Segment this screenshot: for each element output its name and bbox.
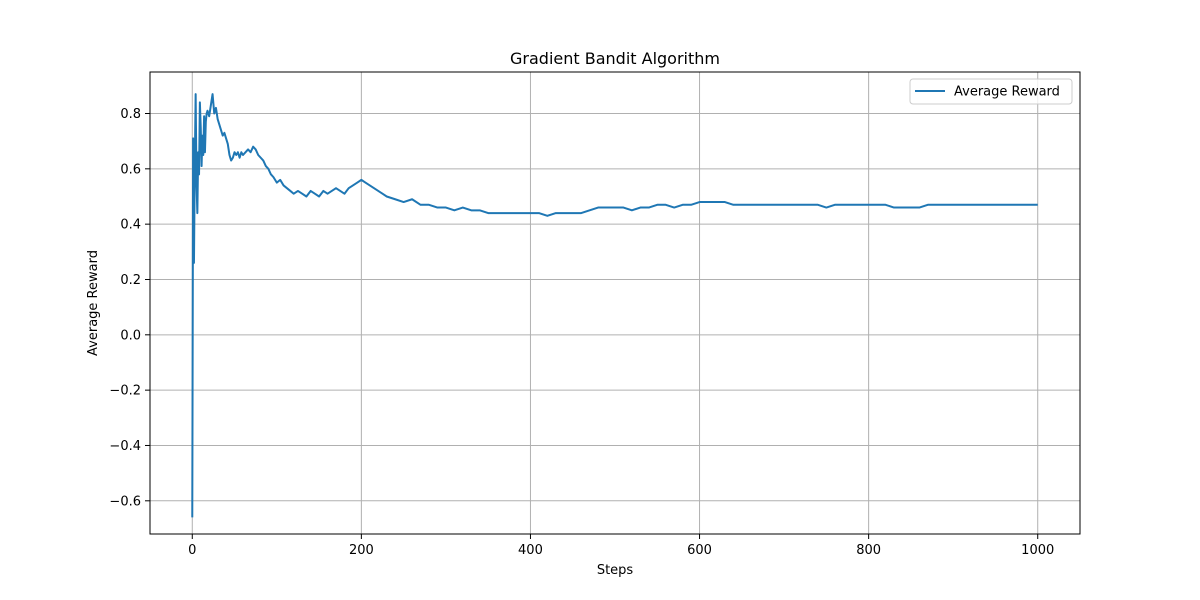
x-tick-label: 600 xyxy=(687,543,712,558)
legend-entry-average-reward: Average Reward xyxy=(954,85,1060,100)
y-tick-label: −0.2 xyxy=(109,384,141,399)
series-line-average-reward xyxy=(191,93,1038,518)
y-tick-label: 0.6 xyxy=(120,162,141,177)
y-tick-label: 0.2 xyxy=(120,273,141,288)
grid xyxy=(150,72,1080,534)
y-tick-label: 0.4 xyxy=(120,218,141,233)
x-axis: 0 200 400 600 800 1000 xyxy=(188,534,1054,558)
legend: Average Reward xyxy=(909,78,1073,105)
y-tick-label: −0.4 xyxy=(109,439,141,454)
x-tick-label: 800 xyxy=(856,543,881,558)
y-tick-label: 0.8 xyxy=(120,107,141,122)
plot-frame xyxy=(149,71,1081,535)
y-axis: −0.6 −0.4 −0.2 0.0 0.2 0.4 0.6 0.8 xyxy=(109,107,150,509)
x-tick-label: 1000 xyxy=(1021,543,1054,558)
legend-box xyxy=(909,78,1073,105)
y-tick-label: −0.6 xyxy=(109,494,141,509)
chart-title: Gradient Bandit Algorithm xyxy=(510,49,720,68)
series-layer xyxy=(191,93,1038,518)
x-axis-label: Steps xyxy=(597,563,634,578)
x-tick-label: 400 xyxy=(518,543,543,558)
x-tick-label: 200 xyxy=(349,543,374,558)
y-tick-label: 0.0 xyxy=(120,328,141,343)
y-axis-label: Average Reward xyxy=(86,250,101,356)
x-tick-label: 0 xyxy=(188,543,196,558)
